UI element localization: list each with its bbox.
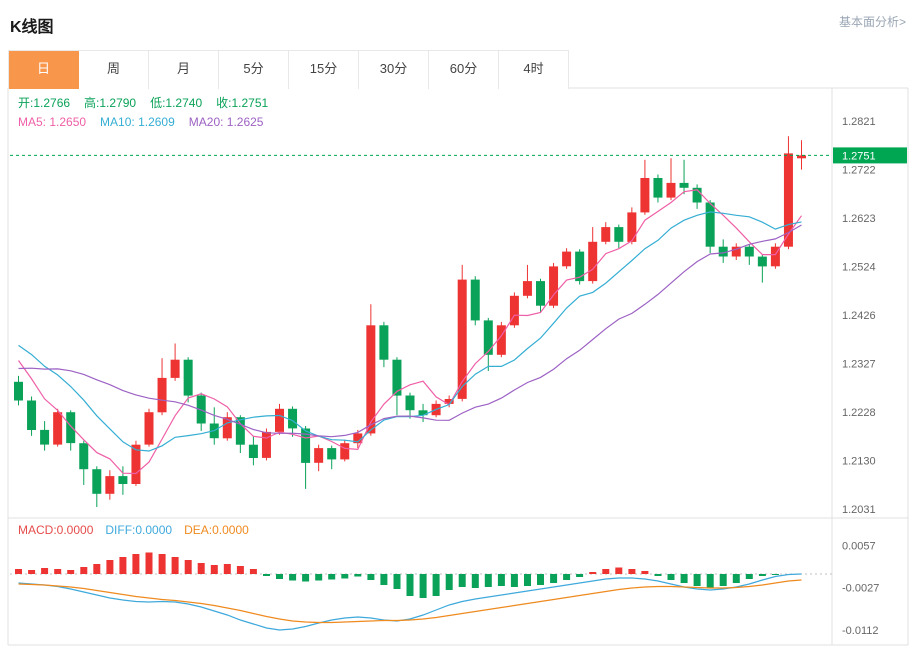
kline-chart-area[interactable] xyxy=(8,88,908,645)
page-header: K线图 基本面分析> xyxy=(0,0,916,50)
tab-week[interactable]: 周 xyxy=(79,51,149,89)
tab-day[interactable]: 日 xyxy=(9,51,79,89)
tab-4hour[interactable]: 4时 xyxy=(499,51,569,89)
period-tab-bar: 日周月 5分 15分 30分 60分 4时 xyxy=(8,50,569,89)
tab-month[interactable]: 月 xyxy=(149,51,219,89)
page-title: K线图 xyxy=(10,19,54,36)
tab-5min[interactable]: 5分 xyxy=(219,51,289,89)
tab-60min[interactable]: 60分 xyxy=(429,51,499,89)
fundamental-analysis-link[interactable]: 基本面分析> xyxy=(838,15,906,29)
tab-15min[interactable]: 15分 xyxy=(289,51,359,89)
tab-30min[interactable]: 30分 xyxy=(359,51,429,89)
